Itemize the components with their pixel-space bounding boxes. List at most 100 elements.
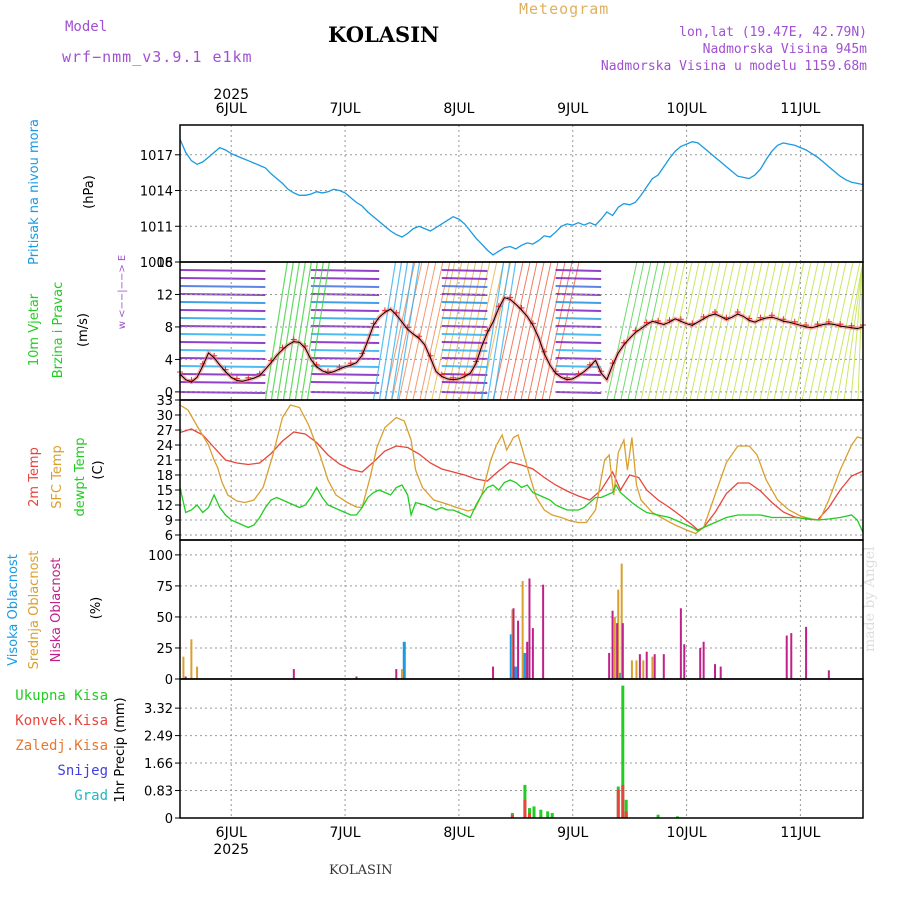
precip-legend-label: Grad — [74, 788, 108, 804]
y-tick-label: 50 — [156, 611, 173, 626]
x-tick-label-bottom: 11JUL — [780, 825, 820, 841]
wind-barb — [675, 261, 707, 401]
wind-barb — [752, 261, 784, 401]
wind-barb — [179, 373, 266, 376]
wind-barb — [441, 357, 488, 360]
bar-cloud_low — [827, 670, 830, 679]
wind-barb — [661, 261, 693, 401]
bar-precip_total — [532, 806, 536, 818]
bar-precip_total — [675, 816, 679, 818]
bar-precip_total — [656, 814, 660, 818]
model-label: Model — [65, 19, 108, 35]
panel-label: 2m Temp — [27, 447, 42, 507]
wind-barb — [815, 261, 847, 401]
wind-barb — [668, 261, 700, 401]
series-line-temp2m — [179, 428, 864, 531]
wind-barb — [850, 261, 864, 401]
bar-precip_total — [621, 685, 625, 818]
wind-barb — [441, 365, 488, 368]
wind-barb — [703, 261, 735, 401]
meteogram-title: Meteogram — [519, 0, 610, 18]
wind-barb — [738, 261, 770, 401]
y-tick-label: 1014 — [140, 185, 173, 200]
y-tick-label: 27 — [156, 424, 173, 439]
wind-barb — [310, 373, 380, 376]
wind-barbs — [179, 261, 864, 401]
wind-barb — [843, 261, 864, 401]
panel-label: SFC Temp — [50, 445, 65, 509]
panel-precip — [175, 678, 864, 819]
y-tick-label: 8 — [165, 321, 173, 336]
panel-label: (%) — [89, 597, 104, 620]
bar-precip_conv — [527, 813, 531, 818]
bar-cloud_low — [683, 644, 686, 679]
x-tick-label-bottom: 8JUL — [443, 825, 474, 841]
wind-barb — [441, 301, 488, 304]
wind-barb — [310, 269, 380, 272]
wind-barb — [682, 261, 714, 401]
wind-barb — [441, 381, 488, 384]
wind-barb — [419, 261, 451, 401]
wind-barb — [499, 261, 531, 401]
wind-barb — [717, 261, 749, 401]
bar-cloud_low — [355, 676, 358, 679]
y-tick-label: 2.49 — [144, 730, 173, 745]
x-tick-label-top: 11JUL — [780, 101, 820, 117]
bar-cloud_mid — [613, 616, 616, 679]
wind-barb — [431, 261, 463, 401]
bar-cloud_low — [805, 626, 808, 679]
bar-cloud_low — [653, 654, 656, 679]
panel-clouds — [175, 539, 864, 680]
wind-barb — [724, 261, 756, 401]
y-tick-label: 0 — [165, 386, 173, 401]
bar-cloud_low — [679, 608, 682, 679]
bar-cloud_low — [638, 654, 641, 679]
bar-cloud_high — [619, 672, 623, 679]
bar-cloud_low — [621, 623, 624, 679]
bar-cloud_mid — [182, 656, 185, 679]
bar-precip_conv — [616, 789, 620, 818]
panel-frame — [179, 539, 864, 680]
bar-precip_conv — [510, 814, 514, 818]
bar-precip_conv — [523, 799, 527, 818]
series-line-dewpt — [179, 479, 864, 533]
wind-barb — [506, 261, 538, 401]
wind-barb — [787, 261, 819, 401]
y-tick-label: 4 — [165, 353, 173, 368]
y-tick-label: 30 — [156, 409, 173, 424]
y-tick-label: 9 — [165, 514, 173, 529]
bar-cloud_low — [662, 654, 665, 679]
wind-barb — [555, 341, 602, 344]
bar-cloud_mid — [642, 660, 645, 679]
model-name: wrf−nmm_v3.9.1 e1km — [62, 48, 253, 66]
wind-barb — [441, 333, 488, 336]
bar-cloud_low — [645, 651, 648, 679]
wind-barb — [179, 341, 266, 344]
bar-cloud_mid — [190, 639, 193, 679]
wind-barb — [654, 261, 686, 401]
wind-barb — [384, 261, 409, 401]
wind-barb — [179, 269, 266, 272]
elevation-label: Nadmorska Visina 945m — [702, 42, 867, 57]
bar-cloud_low — [699, 647, 702, 679]
bar-cloud_low — [714, 664, 717, 679]
y-tick-label: 1011 — [140, 220, 173, 235]
y-tick-label: 15 — [156, 484, 173, 499]
wind-barb — [179, 317, 266, 320]
panel-label: 1hr Precip (mm) — [113, 697, 128, 802]
y-tick-label: 25 — [156, 642, 173, 657]
wind-barb — [481, 261, 505, 401]
y-tick-label: 75 — [156, 580, 173, 595]
bar-cloud_low — [719, 666, 722, 679]
x-tick-label-top: 7JUL — [330, 101, 361, 117]
wind-barb — [745, 261, 777, 401]
wind-barb — [759, 261, 791, 401]
panel-label: (C) — [91, 460, 106, 479]
wind-barb — [412, 261, 444, 401]
wind-barb — [441, 269, 488, 272]
bar-cloud_mid — [511, 609, 514, 679]
wind-barb — [541, 261, 573, 401]
panel-label: Pritisak na nivou mora — [27, 119, 42, 265]
wind-barb — [634, 261, 666, 401]
wind-barb — [441, 317, 488, 320]
